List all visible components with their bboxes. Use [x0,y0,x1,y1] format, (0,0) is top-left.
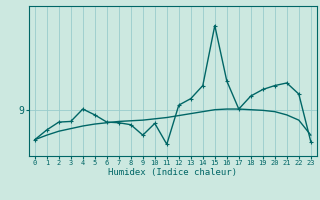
X-axis label: Humidex (Indice chaleur): Humidex (Indice chaleur) [108,168,237,177]
